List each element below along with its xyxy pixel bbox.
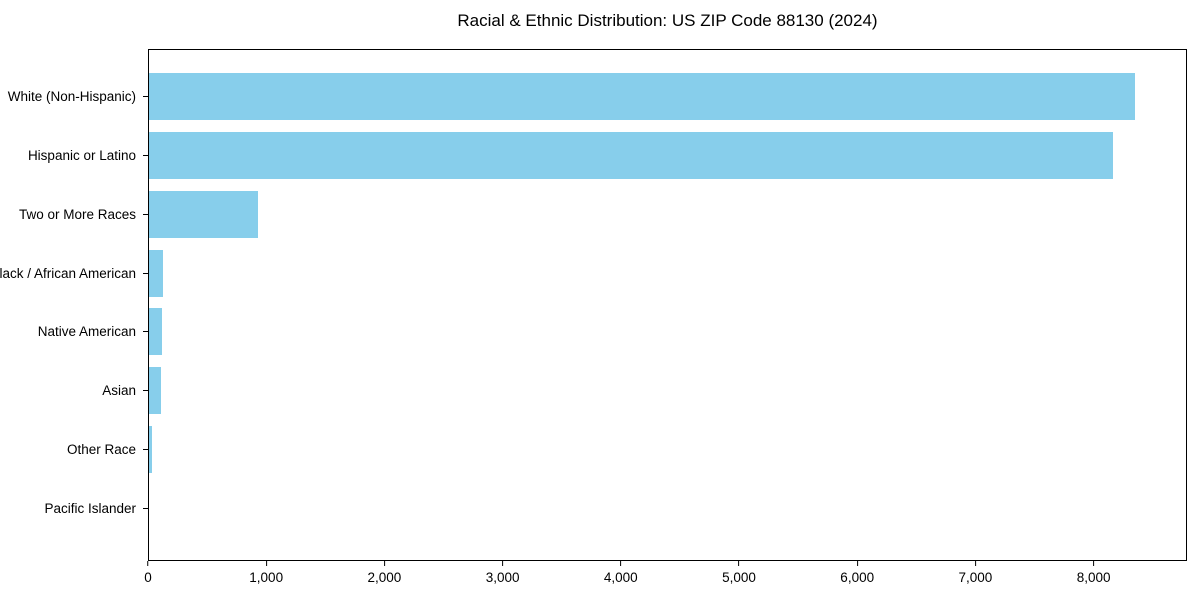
x-tick-label-2000: 2,000: [367, 570, 402, 585]
bar-row-two-or-more-races: [149, 185, 1186, 244]
x-tick-1000: 1,000: [249, 561, 283, 585]
bar-row-white-non-hispanic: [149, 67, 1186, 126]
y-tick-label-two-or-more-races: Two or More Races: [18, 206, 136, 222]
y-tick-row-asian: Asian: [0, 361, 148, 420]
y-tick-label-native-american: Native American: [37, 324, 136, 340]
x-tick-8000: 8,000: [1077, 561, 1111, 585]
x-tick-label-3000: 3,000: [485, 570, 520, 585]
x-tick-label-1000: 1,000: [249, 570, 284, 585]
plot-area: [148, 49, 1187, 561]
y-tick-row-native-american: Native American: [0, 303, 148, 362]
y-tick-label-other-race: Other Race: [66, 442, 136, 458]
y-tick-row-pacific-islander: Pacific Islander: [0, 479, 148, 538]
chart-title: Racial & Ethnic Distribution: US ZIP Cod…: [457, 11, 878, 30]
bar-row-pacific-islander: [149, 479, 1186, 538]
bar-asian: [149, 367, 161, 415]
y-axis-labels: White (Non-Hispanic) Hispanic or Latino Tw…: [0, 49, 148, 561]
x-tick-mark-4000: [620, 561, 622, 566]
y-tick-row-black-african-american: Black / African American: [0, 244, 148, 303]
bar-native-american: [149, 308, 163, 356]
y-tick-row-other-race: Other Race: [0, 420, 148, 479]
y-tick-label-white-non-hispanic: White (Non-Hispanic): [7, 88, 136, 104]
bar-hispanic-or-latino: [149, 131, 1114, 179]
x-tick-mark-2000: [383, 561, 385, 566]
y-tick-mark-white-non-hispanic: [143, 95, 148, 97]
bar-white-non-hispanic: [149, 72, 1136, 120]
x-tick-4000: 4,000: [604, 561, 638, 585]
y-tick-label-asian: Asian: [102, 383, 136, 399]
x-tick-6000: 6,000: [840, 561, 874, 585]
y-tick-mark-two-or-more-races: [143, 213, 148, 215]
x-tick-0: 0: [144, 561, 152, 585]
y-tick-row-hispanic-or-latino: Hispanic or Latino: [0, 126, 148, 185]
x-tick-label-8000: 8,000: [1076, 570, 1111, 585]
y-tick-label-hispanic-or-latino: Hispanic or Latino: [27, 147, 136, 163]
y-tick-mark-pacific-islander: [143, 508, 148, 510]
bar-row-hispanic-or-latino: [149, 126, 1186, 185]
bar-row-other-race: [149, 420, 1186, 479]
x-tick-mark-0: [147, 561, 149, 566]
y-tick-row-white-non-hispanic: White (Non-Hispanic): [0, 67, 148, 126]
x-tick-7000: 7,000: [958, 561, 993, 585]
bar-row-native-american: [149, 303, 1186, 362]
x-tick-mark-8000: [1093, 561, 1095, 566]
x-tick-label-5000: 5,000: [722, 570, 756, 585]
y-tick-mark-hispanic-or-latino: [143, 154, 148, 156]
bar-two-or-more-races: [149, 190, 258, 238]
y-tick-mark-other-race: [143, 449, 148, 451]
x-tick-label-4000: 4,000: [603, 570, 638, 585]
y-tick-mark-asian: [143, 390, 148, 392]
y-tick-label-pacific-islander: Pacific Islander: [44, 501, 136, 517]
x-tick-label-7000: 7,000: [958, 570, 993, 585]
x-tick-3000: 3,000: [485, 561, 520, 585]
bar-row-asian: [149, 361, 1186, 420]
bar-black-african-american: [149, 249, 164, 297]
x-axis: 0 1,000 2,000 3,000 4,000 5,000 6,000 7,000 8,00…: [144, 561, 1187, 591]
bar-other-race: [149, 426, 152, 474]
x-tick-2000: 2,000: [367, 561, 401, 585]
x-tick-mark-5000: [738, 561, 740, 566]
x-tick-mark-3000: [502, 561, 504, 566]
y-tick-mark-native-american: [143, 331, 148, 333]
x-tick-mark-7000: [974, 561, 976, 566]
y-tick-label-black-african-american: Black / African American: [0, 265, 136, 281]
x-tick-5000: 5,000: [722, 561, 756, 585]
x-tick-mark-6000: [856, 561, 858, 566]
x-tick-label-0: 0: [144, 570, 152, 585]
bar-row-black-african-american: [149, 244, 1186, 303]
y-tick-row-two-or-more-races: Two or More Races: [0, 185, 148, 244]
x-tick-label-6000: 6,000: [840, 570, 875, 585]
x-tick-mark-1000: [265, 561, 267, 566]
y-tick-mark-black-african-american: [143, 272, 148, 274]
